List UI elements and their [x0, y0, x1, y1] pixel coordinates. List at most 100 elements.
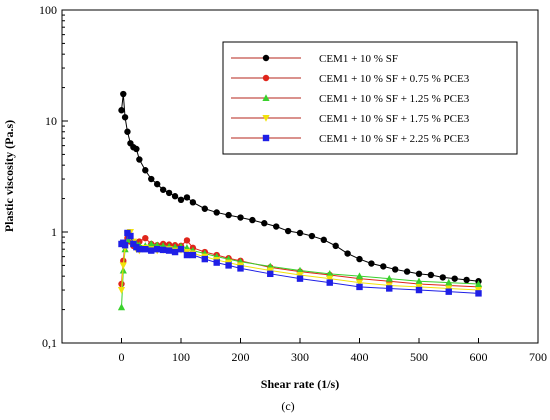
data-point: [147, 240, 155, 247]
legend-label: CEM1 + 10 % SF + 1.25 % PCE3: [319, 93, 470, 105]
data-point: [261, 220, 268, 227]
data-point: [177, 196, 185, 204]
series-1: [118, 90, 482, 285]
data-point: [159, 246, 167, 254]
data-point: [308, 232, 316, 240]
data-point: [133, 145, 140, 153]
data-point: [121, 242, 129, 249]
y-tick-label: 1: [51, 225, 57, 239]
legend-marker: [262, 94, 270, 101]
data-point: [201, 255, 208, 263]
x-tick-label: 200: [232, 350, 250, 364]
data-point: [159, 186, 167, 193]
data-point: [386, 285, 393, 292]
x-tick-label: 500: [410, 350, 428, 364]
data-point: [148, 247, 155, 254]
data-point: [183, 194, 191, 201]
data-point: [201, 205, 208, 212]
data-point: [120, 90, 127, 98]
data-point: [154, 245, 161, 253]
data-point: [249, 216, 256, 224]
data-point: [296, 271, 304, 279]
data-point: [267, 270, 274, 278]
data-point: [427, 271, 435, 279]
data-point: [474, 280, 483, 288]
data-point: [326, 279, 333, 286]
y-tick-label: 10: [45, 114, 57, 128]
data-point: [415, 286, 423, 294]
data-point: [475, 290, 482, 297]
data-point: [154, 180, 161, 188]
data-point: [355, 279, 364, 287]
data-point: [380, 263, 387, 270]
data-point: [183, 251, 191, 259]
data-point: [326, 275, 334, 283]
data-point: [136, 156, 143, 163]
data-point: [439, 274, 446, 281]
series-layer: [117, 90, 483, 311]
legend: CEM1 + 10 % SF CEM1 + 10 % SF + 0.75 % PC…: [222, 41, 518, 155]
data-point: [165, 189, 173, 197]
data-point: [117, 303, 126, 311]
data-point: [385, 274, 393, 282]
data-point: [142, 167, 149, 174]
series-5: [118, 229, 482, 297]
data-point: [171, 248, 179, 256]
y-tick-label: 100: [39, 3, 57, 17]
legend-marker: [262, 54, 270, 62]
data-point: [213, 209, 220, 216]
data-point: [368, 260, 375, 267]
data-point: [296, 275, 304, 282]
data-point: [451, 275, 458, 282]
data-point: [119, 262, 127, 270]
legend-label: CEM1 + 10 % SF + 1.75 % PCE3: [319, 113, 470, 125]
data-point: [127, 232, 134, 240]
data-point: [225, 211, 232, 219]
data-point: [213, 259, 220, 266]
data-point: [225, 262, 232, 269]
data-point: [355, 272, 364, 280]
data-point: [356, 255, 363, 263]
legend-label: CEM1 + 10 % SF + 0.75 % PCE3: [319, 73, 470, 85]
data-point: [189, 199, 197, 206]
x-tick-label: 600: [470, 350, 488, 364]
data-point: [284, 227, 292, 235]
data-point: [463, 276, 470, 284]
data-point: [171, 193, 179, 200]
x-axis-title: Shear rate (1/s): [261, 377, 339, 391]
x-axis: 0 100 200 300 400 500 600 700: [119, 338, 547, 364]
data-point: [445, 278, 453, 286]
y-axis: 0,1 1 10 100: [39, 3, 68, 350]
data-point: [121, 114, 129, 121]
x-tick-label: 100: [172, 350, 190, 364]
y-tick-label: 0,1: [42, 336, 57, 350]
data-point: [117, 287, 126, 294]
legend-marker: [262, 134, 270, 142]
data-point: [237, 214, 244, 221]
x-tick-label: 400: [351, 350, 369, 364]
data-point: [142, 234, 149, 242]
data-point: [320, 236, 327, 244]
data-point: [332, 242, 339, 250]
legend-label: CEM1 + 10 % SF + 2.25 % PCE3: [319, 133, 470, 145]
data-point: [142, 245, 149, 253]
data-point: [148, 175, 155, 183]
data-point: [237, 265, 244, 272]
data-point: [296, 229, 304, 237]
data-point: [165, 247, 173, 254]
data-point: [124, 128, 131, 135]
data-point: [326, 270, 334, 277]
data-point: [189, 251, 197, 259]
x-tick-label: 300: [291, 350, 309, 364]
data-point: [415, 277, 423, 285]
y-axis-title: Plastic viscosity (Pa.s): [2, 120, 16, 232]
data-point: [344, 250, 351, 257]
panel-label: (c): [281, 399, 294, 413]
x-tick-label: 0: [119, 350, 125, 364]
x-tick-label: 700: [529, 350, 547, 364]
data-point: [445, 288, 452, 295]
data-point: [415, 270, 423, 278]
data-point: [273, 223, 280, 230]
data-point: [183, 237, 191, 244]
